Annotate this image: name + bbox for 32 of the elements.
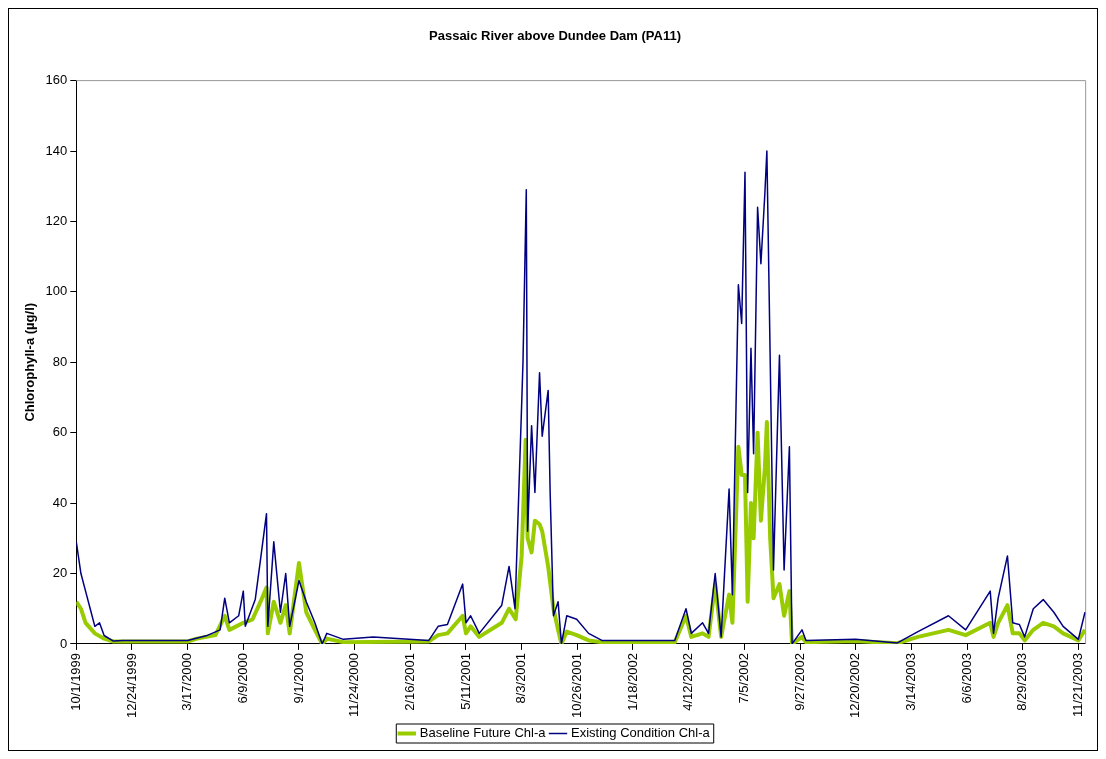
chart-title: Passaic River above Dundee Dam (PA11) (429, 28, 681, 44)
x-tick-label: 11/24/2000 (346, 652, 362, 718)
legend-label: Existing Condition Chl-a (571, 725, 711, 741)
y-tick-label: 0 (60, 635, 68, 651)
x-tick-label: 9/1/2000 (290, 652, 306, 704)
x-tick-label: 8/3/2001 (513, 652, 529, 704)
y-tick-label: 60 (52, 424, 68, 440)
x-tick-label: 10/26/2001 (568, 652, 584, 719)
x-tick-label: 6/6/2003 (958, 652, 974, 704)
x-tick-label: 6/9/2000 (234, 652, 250, 704)
y-tick-label: 40 (52, 494, 68, 510)
x-tick-label: 8/29/2003 (1014, 652, 1030, 711)
x-tick-label: 3/17/2000 (179, 652, 195, 711)
x-tick-label: 2/16/2001 (401, 652, 417, 711)
x-tick-label: 11/21/2003 (1069, 652, 1085, 718)
y-tick-label: 140 (45, 142, 68, 158)
x-tick-label: 7/5/2002 (735, 652, 751, 704)
x-tick-label: 10/1/1999 (67, 652, 83, 711)
y-tick-label: 20 (52, 565, 68, 581)
legend-label: Baseline Future Chl-a (419, 725, 547, 741)
y-tick-label: 100 (45, 283, 68, 299)
x-tick-label: 5/11/2001 (457, 652, 473, 710)
x-tick-label: 12/24/1999 (123, 652, 139, 719)
y-tick-label: 120 (45, 213, 68, 229)
y-axis-title: Chlorophyll-a (µg/l) (22, 302, 38, 422)
y-tick-label: 80 (52, 353, 68, 369)
x-tick-label: 1/18/2002 (624, 652, 640, 711)
x-tick-label: 4/12/2002 (680, 652, 696, 711)
x-tick-label: 9/27/2002 (791, 652, 807, 711)
x-tick-label: 3/14/2003 (902, 652, 918, 711)
x-tick-label: 12/20/2002 (847, 652, 863, 719)
y-tick-label: 160 (45, 72, 68, 88)
